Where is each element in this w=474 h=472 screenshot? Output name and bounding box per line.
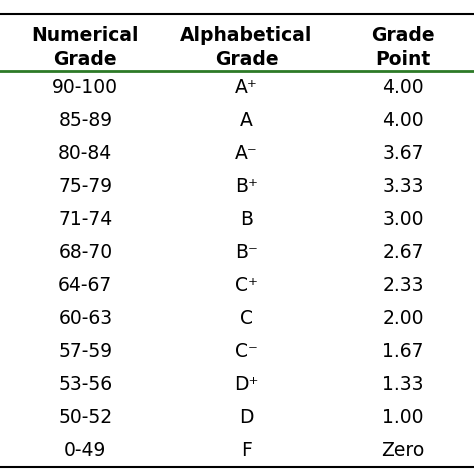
Text: 4.00: 4.00 xyxy=(382,78,424,97)
Text: A⁻: A⁻ xyxy=(235,144,258,163)
Text: 90-100: 90-100 xyxy=(52,78,118,97)
Text: 68-70: 68-70 xyxy=(58,243,112,262)
Text: B⁻: B⁻ xyxy=(235,243,258,262)
Text: 2.00: 2.00 xyxy=(382,309,424,328)
Text: 2.67: 2.67 xyxy=(382,243,424,262)
Text: 3.67: 3.67 xyxy=(382,144,424,163)
Text: Grade: Grade xyxy=(371,26,435,45)
Text: 85-89: 85-89 xyxy=(58,111,112,130)
Text: D: D xyxy=(239,408,254,427)
Text: A⁺: A⁺ xyxy=(235,78,258,97)
Text: 50-52: 50-52 xyxy=(58,408,112,427)
Text: 3.00: 3.00 xyxy=(382,210,424,229)
Text: 4.00: 4.00 xyxy=(382,111,424,130)
Text: 1.00: 1.00 xyxy=(382,408,424,427)
Text: C⁺: C⁺ xyxy=(235,276,258,295)
Text: Zero: Zero xyxy=(381,441,425,460)
Text: 1.33: 1.33 xyxy=(382,375,424,394)
Text: 71-74: 71-74 xyxy=(58,210,112,229)
Text: 53-56: 53-56 xyxy=(58,375,112,394)
Text: 1.67: 1.67 xyxy=(382,342,424,361)
Text: Numerical: Numerical xyxy=(32,26,139,45)
Text: 3.33: 3.33 xyxy=(382,177,424,196)
Text: Grade: Grade xyxy=(54,50,117,68)
Text: 80-84: 80-84 xyxy=(58,144,112,163)
Text: D⁺: D⁺ xyxy=(234,375,259,394)
Text: 64-67: 64-67 xyxy=(58,276,112,295)
Text: C⁻: C⁻ xyxy=(235,342,258,361)
Text: C: C xyxy=(240,309,253,328)
Text: A: A xyxy=(240,111,253,130)
Text: 57-59: 57-59 xyxy=(58,342,112,361)
Text: Alphabetical: Alphabetical xyxy=(180,26,313,45)
Text: 60-63: 60-63 xyxy=(58,309,112,328)
Text: 0-49: 0-49 xyxy=(64,441,107,460)
Text: 2.33: 2.33 xyxy=(382,276,424,295)
Text: B⁺: B⁺ xyxy=(235,177,258,196)
Text: F: F xyxy=(241,441,252,460)
Text: Grade: Grade xyxy=(215,50,278,68)
Text: Point: Point xyxy=(375,50,430,68)
Text: B: B xyxy=(240,210,253,229)
Text: 75-79: 75-79 xyxy=(58,177,112,196)
